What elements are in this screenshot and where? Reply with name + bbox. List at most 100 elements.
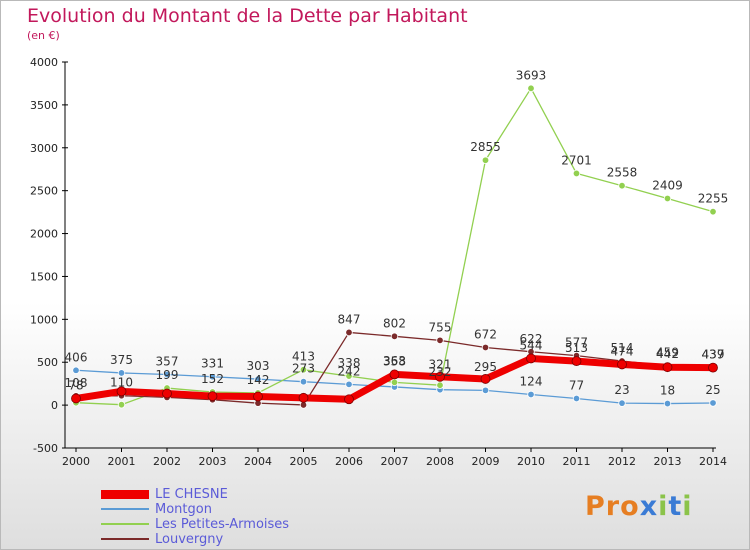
data-point-montgon — [345, 380, 353, 389]
legend-item-le-chesne[interactable]: LE CHESNE — [101, 486, 228, 502]
data-point-le-chesne — [116, 386, 127, 397]
data-label: 110 — [110, 376, 133, 390]
data-label: 152 — [201, 372, 224, 386]
x-tick-label: 2009 — [472, 455, 500, 468]
data-point-les-petites-armoises — [527, 84, 535, 93]
data-point-les-petites-armoises — [117, 400, 126, 409]
data-point-les-petites-armoises — [709, 207, 717, 216]
data-point-montgon — [709, 399, 717, 407]
data-point-les-petites-armoises — [436, 381, 444, 389]
x-tick-label: 2003 — [199, 455, 227, 468]
y-tick-label: 2500 — [30, 185, 58, 198]
data-label: 2558 — [607, 166, 638, 180]
y-tick-label: 1000 — [30, 313, 58, 326]
data-point-montgon — [72, 366, 80, 374]
logo-letter: t — [668, 491, 683, 522]
legend-item-montgon[interactable]: Montgon — [101, 502, 212, 517]
data-point-le-chesne — [71, 393, 81, 404]
data-label: 18 — [660, 384, 675, 398]
data-label: 78 — [68, 378, 83, 392]
data-point-montgon — [618, 399, 626, 407]
data-label: 303 — [247, 359, 270, 373]
data-label: 2855 — [470, 140, 501, 154]
data-point-les-petites-armoises — [481, 156, 490, 164]
data-point-le-chesne — [344, 394, 354, 405]
data-point-le-chesne — [298, 392, 309, 403]
data-point-le-chesne — [207, 391, 218, 402]
data-point-le-chesne — [617, 359, 627, 370]
data-label: 437 — [702, 348, 725, 362]
logo-letter: i — [682, 491, 693, 522]
data-point-louvergny — [345, 328, 353, 337]
data-point-le-chesne — [571, 356, 582, 367]
logo-letter: i — [658, 491, 669, 522]
legend-swatch-le-chesne — [101, 489, 149, 499]
data-point-les-petites-armoises — [618, 181, 626, 190]
data-label: 363 — [383, 354, 406, 368]
data-label: 357 — [156, 354, 179, 368]
x-tick-label: 2011 — [563, 455, 591, 468]
legend-item-les-petites-armoises[interactable]: Les Petites-Armoises — [101, 516, 290, 532]
data-label: 331 — [201, 357, 224, 371]
data-point-montgon — [208, 373, 217, 381]
data-label: 199 — [156, 368, 179, 382]
legend-swatch-louvergny — [101, 538, 149, 540]
y-tick-label: 3500 — [30, 99, 58, 112]
data-label: 124 — [520, 374, 543, 388]
data-point-le-chesne — [162, 388, 172, 399]
data-point-les-petites-armoises — [390, 378, 399, 387]
legend-label: LE CHESNE — [155, 486, 228, 502]
data-point-les-petites-armoises — [572, 169, 581, 178]
x-tick-label: 2008 — [426, 455, 454, 468]
data-point-montgon — [572, 394, 581, 403]
data-label: 755 — [429, 320, 452, 334]
data-point-le-chesne — [662, 362, 673, 373]
data-label: 3693 — [516, 68, 547, 82]
legend-label: Les Petites-Armoises — [155, 516, 290, 532]
y-tick-label: 3000 — [30, 142, 58, 155]
y-tick-label: 4000 — [30, 56, 58, 69]
data-label: 413 — [292, 350, 315, 364]
chart-title: Evolution du Montant de la Dette par Hab… — [27, 5, 468, 27]
data-label: 232 — [429, 365, 452, 379]
data-label: 544 — [520, 338, 543, 352]
data-point-louvergny — [436, 336, 444, 345]
data-label: 622 — [520, 332, 543, 346]
data-label: 672 — [474, 327, 497, 341]
logo-letter: o — [620, 491, 640, 522]
logo-letter: x — [639, 491, 659, 522]
chart-subtitle: (en €) — [27, 29, 60, 42]
y-tick-label: -500 — [33, 442, 58, 455]
proxiti-logo: Proxiti — [585, 491, 693, 522]
data-point-montgon — [663, 399, 672, 408]
data-label: 474 — [611, 344, 634, 358]
legend-item-louvergny[interactable]: Louvergny — [101, 532, 223, 547]
data-label: 358 — [383, 354, 406, 368]
x-tick-label: 2013 — [654, 455, 682, 468]
legend-swatch-montgon — [101, 508, 149, 510]
data-point-montgon — [117, 369, 126, 377]
data-label: 375 — [110, 353, 133, 367]
data-label: 242 — [338, 364, 361, 378]
x-tick-label: 2010 — [517, 455, 545, 468]
legend-swatch-les-petites-armoises — [101, 523, 149, 525]
x-tick-label: 2006 — [335, 455, 363, 468]
x-tick-label: 2007 — [381, 455, 409, 468]
y-tick-label: 0 — [51, 399, 58, 412]
data-label: 847 — [338, 312, 361, 326]
data-point-les-petites-armoises — [345, 372, 353, 380]
data-point-les-petites-armoises — [663, 194, 672, 203]
data-label: 273 — [292, 362, 315, 376]
data-label: 802 — [383, 316, 406, 330]
data-label: 577 — [565, 336, 588, 350]
data-label: 442 — [656, 347, 679, 361]
x-tick-label: 2014 — [699, 455, 727, 468]
data-label: 25 — [705, 383, 720, 397]
data-point-le-chesne — [253, 391, 263, 402]
data-point-le-chesne — [435, 371, 445, 382]
logo-letter: P — [585, 491, 606, 522]
y-tick-label: 500 — [37, 356, 58, 369]
data-label: 439 — [702, 347, 725, 361]
